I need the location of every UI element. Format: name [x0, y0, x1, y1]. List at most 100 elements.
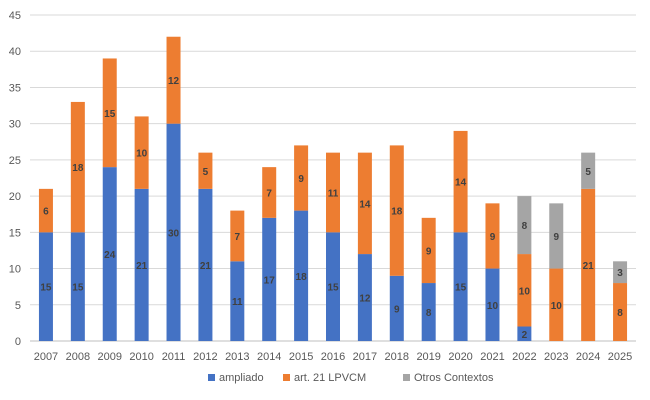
data-label: 15 — [327, 283, 339, 294]
data-label: 24 — [104, 250, 116, 261]
bars — [38, 36, 628, 342]
bar-segment — [485, 268, 500, 341]
bar-segment — [453, 232, 468, 341]
x-tick-label: 2019 — [416, 351, 440, 363]
legend-label: art. 21 LPVCM — [294, 372, 366, 384]
data-label: 10 — [487, 301, 499, 312]
data-label: 21 — [583, 261, 595, 272]
data-label: 8 — [617, 308, 623, 319]
data-label: 21 — [200, 261, 212, 272]
bar-segment — [421, 217, 436, 284]
data-label: 12 — [168, 76, 180, 87]
bar-segment — [166, 123, 181, 342]
y-tick-label: 5 — [15, 300, 21, 312]
x-tick-label: 2015 — [289, 351, 313, 363]
x-tick-label: 2022 — [512, 351, 536, 363]
x-tick-label: 2012 — [193, 351, 217, 363]
bar-segment — [70, 232, 85, 341]
bar-segment — [38, 188, 53, 233]
legend-swatch — [283, 374, 290, 381]
legend-label: ampliado — [219, 372, 264, 384]
y-tick-label: 25 — [9, 155, 21, 167]
y-tick-label: 20 — [9, 191, 21, 203]
data-label: 9 — [426, 246, 432, 257]
data-label: 15 — [455, 283, 467, 294]
x-tick-label: 2024 — [576, 351, 600, 363]
legend-swatch — [208, 374, 215, 381]
data-label: 14 — [455, 178, 467, 189]
x-tick-label: 2021 — [480, 351, 504, 363]
x-tick-label: 2013 — [225, 351, 249, 363]
bar-segment — [453, 130, 468, 233]
data-label: 10 — [519, 286, 531, 297]
data-label: 2 — [522, 330, 528, 341]
x-tick-label: 2008 — [66, 351, 90, 363]
bar-segment — [262, 217, 277, 341]
data-label: 21 — [136, 261, 148, 272]
bar-segment — [102, 167, 117, 341]
data-label: 6 — [43, 207, 49, 218]
data-label: 8 — [522, 221, 528, 232]
bar-segment — [613, 283, 628, 341]
data-label: 18 — [296, 272, 308, 283]
y-tick-label: 15 — [9, 227, 21, 239]
x-tick-label: 2009 — [97, 351, 121, 363]
data-label: 15 — [72, 283, 84, 294]
bar-segment — [549, 268, 564, 341]
y-tick-label: 0 — [15, 336, 21, 348]
data-label: 7 — [266, 188, 272, 199]
data-label: 14 — [359, 199, 371, 210]
bar-segment — [294, 145, 309, 211]
data-label: 3 — [617, 268, 623, 279]
x-tick-label: 2025 — [608, 351, 632, 363]
x-tick-label: 2007 — [34, 351, 58, 363]
bar-segment — [230, 261, 245, 341]
bar-segment — [421, 283, 436, 341]
x-tick-label: 2011 — [162, 351, 186, 363]
bar-segment — [517, 196, 532, 255]
data-label: 9 — [394, 304, 400, 315]
x-tick-label: 2023 — [544, 351, 568, 363]
bar-segment — [485, 203, 500, 269]
data-label: 15 — [40, 283, 52, 294]
data-label: 11 — [328, 188, 339, 199]
x-tick-label: 2017 — [353, 351, 377, 363]
bar-segment — [230, 210, 245, 262]
bar-segment — [198, 152, 213, 189]
data-label: 9 — [298, 174, 304, 185]
x-tick-label: 2014 — [257, 351, 281, 363]
data-label: 8 — [426, 308, 432, 319]
data-label: 30 — [168, 228, 180, 239]
bar-segment — [549, 203, 564, 269]
data-label: 17 — [264, 275, 276, 286]
bar-segment — [357, 152, 372, 255]
bar-segment — [389, 275, 404, 341]
bar-segment — [166, 36, 181, 124]
bar-segment — [198, 188, 213, 341]
data-labels: 1561518241521103012215117177189151112149… — [40, 76, 623, 341]
data-label: 18 — [72, 163, 84, 174]
bar-segment — [389, 145, 404, 276]
bar-segment — [38, 232, 53, 341]
data-label: 12 — [359, 294, 371, 305]
data-label: 10 — [551, 301, 563, 312]
data-label: 5 — [203, 167, 209, 178]
bar-segment — [517, 254, 532, 327]
x-tick-label: 2016 — [321, 351, 345, 363]
y-tick-label: 40 — [9, 46, 21, 58]
x-tick-label: 2020 — [448, 351, 472, 363]
data-label: 7 — [235, 232, 241, 243]
y-axis-tick-labels: 0 5 10 15 20 25 30 35 40 45 — [9, 10, 21, 348]
data-label: 5 — [585, 167, 591, 178]
data-label: 11 — [232, 297, 243, 308]
y-tick-label: 10 — [9, 264, 21, 276]
x-tick-label: 2010 — [129, 351, 153, 363]
y-tick-label: 35 — [9, 82, 21, 94]
data-label: 15 — [104, 109, 116, 120]
y-tick-label: 45 — [9, 10, 21, 22]
bar-segment — [357, 254, 372, 341]
bar-segment — [134, 188, 149, 341]
bar-segment — [326, 152, 340, 233]
data-label: 10 — [136, 149, 148, 160]
